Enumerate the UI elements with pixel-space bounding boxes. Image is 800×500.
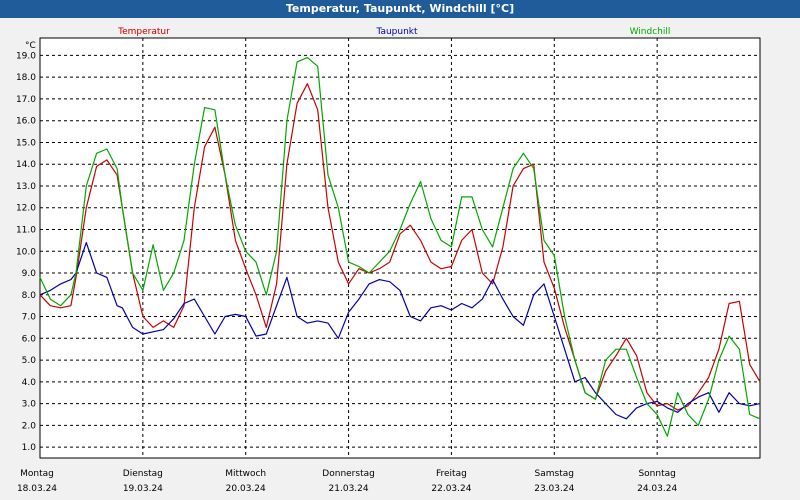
y-tick-label: 2.0 bbox=[22, 421, 37, 431]
series-line-taupunkt bbox=[39, 242, 761, 420]
x-date-label: 20.03.24 bbox=[226, 484, 266, 494]
y-tick-label: 4.0 bbox=[22, 378, 37, 388]
y-tick-label: 10.0 bbox=[16, 247, 36, 257]
y-tick-label: 19.0 bbox=[16, 51, 36, 61]
gridlines bbox=[40, 38, 760, 458]
x-date-label: 19.03.24 bbox=[123, 484, 163, 494]
x-date-label: 22.03.24 bbox=[431, 484, 471, 494]
x-day-label: Mittwoch bbox=[225, 469, 266, 479]
y-tick-label: 13.0 bbox=[16, 182, 36, 192]
legend-taupunkt: Taupunkt bbox=[375, 27, 418, 37]
y-tick-label: 15.0 bbox=[16, 138, 36, 148]
y-tick-label: 12.0 bbox=[16, 204, 36, 214]
legend-windchill: Windchill bbox=[630, 27, 671, 37]
legend-temperatur: Temperatur bbox=[117, 27, 170, 37]
y-tick-label: 5.0 bbox=[22, 356, 37, 366]
x-date-label: 21.03.24 bbox=[329, 484, 369, 494]
x-day-label: Montag bbox=[20, 469, 54, 479]
y-tick-label: 3.0 bbox=[22, 400, 37, 410]
x-date-label: 18.03.24 bbox=[17, 484, 57, 494]
y-tick-label: 6.0 bbox=[22, 334, 37, 344]
chart-title: Temperatur, Taupunkt, Windchill [°C] bbox=[0, 0, 800, 18]
series-lines bbox=[39, 56, 761, 437]
series-line-temperatur bbox=[39, 83, 761, 411]
x-axis-labels: Montag 18.03.24 Dienstag 19.03.24 Mittwoch 20… bbox=[17, 469, 677, 494]
y-tick-label: 8.0 bbox=[22, 291, 37, 301]
y-tick-label: 17.0 bbox=[16, 95, 36, 105]
y-tick-label: 18.0 bbox=[16, 73, 36, 83]
y-axis-ticks: 1.0 2.0 3.0 4.0 5.0 6.0 7.0 8.0 9.0 10.0 11.0 12.0 1… bbox=[16, 51, 36, 453]
series-line-windchill bbox=[39, 56, 761, 437]
x-day-label: Donnerstag bbox=[322, 469, 375, 479]
y-tick-label: 9.0 bbox=[22, 269, 37, 279]
x-date-label: 23.03.24 bbox=[534, 484, 574, 494]
y-tick-label: 16.0 bbox=[16, 117, 36, 127]
y-tick-label: 14.0 bbox=[16, 160, 36, 170]
plot-area bbox=[39, 37, 761, 459]
x-day-label: Dienstag bbox=[123, 469, 163, 479]
y-axis-label: °C bbox=[25, 41, 36, 51]
y-tick-label: 7.0 bbox=[22, 313, 37, 323]
x-date-label: 24.03.24 bbox=[637, 484, 677, 494]
x-day-label: Sonntag bbox=[638, 469, 675, 479]
x-day-label: Freitag bbox=[436, 469, 467, 479]
y-tick-label: 1.0 bbox=[22, 443, 37, 453]
y-tick-label: 11.0 bbox=[16, 226, 36, 236]
x-day-label: Samstag bbox=[535, 469, 574, 479]
